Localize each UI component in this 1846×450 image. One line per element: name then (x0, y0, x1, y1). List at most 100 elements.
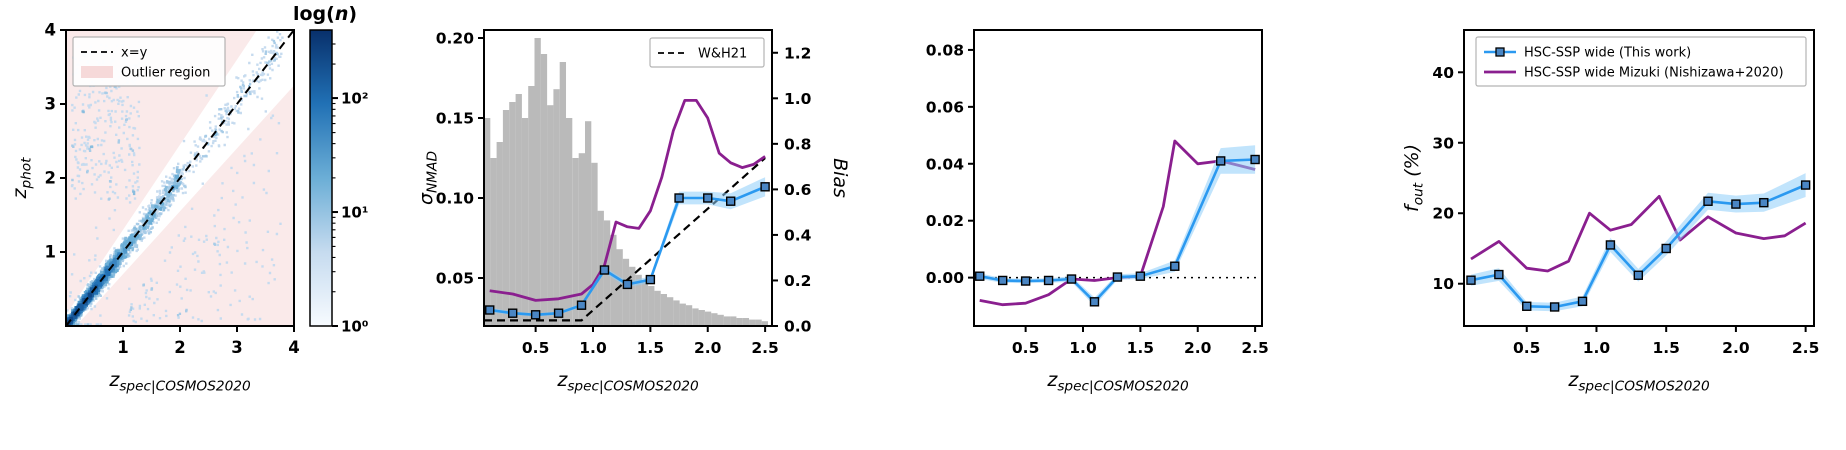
x-axis-label: zspec|COSMOS2020 (556, 369, 699, 395)
axes-frame (1463, 29, 1815, 327)
legend-pink-patch (81, 66, 113, 78)
y-axis-label: fout (%) (1401, 144, 1427, 212)
histogram-bar (572, 158, 579, 326)
histogram-bar (704, 311, 712, 326)
histogram-bar (673, 300, 680, 326)
histogram-bar (711, 313, 718, 326)
y-tick-label: 0.4 (784, 226, 812, 244)
x-tick-label: 0.5 (1513, 339, 1540, 357)
y-tick-label: 0.02 (926, 212, 964, 230)
data-marker (1020, 276, 1031, 286)
histogram-bar (534, 38, 541, 326)
histogram-bar (654, 290, 661, 326)
data-marker (622, 279, 633, 290)
axes-frame (483, 29, 773, 327)
axes-frame (973, 29, 1263, 327)
x-tick-label: 0.5 (522, 339, 549, 357)
data-marker (485, 305, 495, 315)
x-tick-label: 1.5 (1127, 339, 1154, 357)
x-tick-label: 1 (117, 338, 128, 357)
data-marker (645, 274, 656, 285)
x-axis-label: zspec|COSMOS2020 (1567, 369, 1710, 395)
x-tick-label: 1.0 (579, 339, 607, 357)
y-tick-label: 40 (1432, 64, 1454, 82)
x-tick-label: 3 (231, 338, 242, 357)
y-tick-label: 0.08 (926, 41, 964, 59)
histogram-bar (484, 118, 491, 326)
histogram-bar (566, 118, 573, 326)
colorbar-tick-label: 10¹ (341, 204, 368, 222)
data-marker (703, 193, 713, 203)
x-tick-label: 2 (174, 338, 185, 357)
x-tick-label: 2.0 (694, 339, 722, 357)
x-axis-label: zspec|COSMOS2020 (108, 369, 251, 395)
histogram-bar (547, 105, 554, 326)
y-tick-label: 10 (1432, 275, 1454, 293)
x-tick-label: 2.5 (1241, 339, 1268, 357)
histogram-bar (622, 258, 630, 326)
data-marker (1043, 275, 1054, 286)
legend-label: x=y (121, 46, 148, 61)
legend-box (1475, 36, 1807, 87)
data-marker (1731, 199, 1741, 209)
y-tick-label: 0.05 (436, 270, 474, 288)
data-marker (1800, 180, 1811, 190)
data-marker (599, 265, 610, 275)
legend-label: HSC-SSP wide Mizuki (Nishizawa+2020) (1524, 66, 1784, 81)
histogram-bar (749, 319, 756, 326)
histogram-bar (648, 286, 655, 326)
histogram-bar (635, 274, 642, 326)
y-tick-label: 0.8 (784, 135, 811, 153)
panel-bias: 0.5 1.0 1.5 2.0 2.5 0.00 0.02 0.04 0.06 0.08 zspec… (896, 4, 1272, 444)
data-marker (1066, 274, 1077, 284)
data-marker (997, 275, 1008, 286)
x-tick-label: 2.0 (1184, 339, 1212, 357)
data-marker (1577, 296, 1588, 307)
colorbar (309, 29, 333, 327)
histogram-bar (509, 102, 516, 326)
histogram-bar (761, 321, 769, 326)
histogram-bar (553, 89, 560, 326)
y-tick-label: 1 (45, 243, 56, 262)
x-tick-label: 1.0 (1583, 339, 1611, 357)
y-tick-label: 0.15 (436, 110, 474, 128)
data-marker (1135, 271, 1146, 281)
y-tick-label: 0.00 (926, 269, 964, 287)
histogram-bar (610, 234, 617, 326)
histogram-bar (717, 314, 724, 326)
legend-label: W&H21 (698, 47, 747, 62)
y-tick-label: 2 (45, 169, 56, 188)
data-marker (674, 193, 684, 203)
data-marker (1759, 197, 1769, 208)
data-marker (507, 308, 518, 318)
x-tick-label: 0.5 (1012, 339, 1039, 357)
y-tick-label: 0.10 (436, 190, 474, 208)
data-marker (975, 271, 985, 281)
histogram-bar (698, 310, 705, 326)
histogram-bar (723, 316, 731, 326)
x-tick-label: 1.5 (637, 339, 664, 357)
y-tick-label: 0.20 (436, 30, 474, 48)
histogram-bar (490, 158, 497, 326)
data-marker (1215, 156, 1226, 166)
data-marker (1466, 275, 1476, 285)
histogram-bar (667, 297, 674, 326)
legend-square-marker (1495, 47, 1505, 57)
histogram-bar (679, 303, 686, 326)
histogram-bar (496, 142, 503, 326)
data-marker (530, 310, 541, 320)
y-tick-label: 20 (1432, 205, 1454, 223)
panel-outlier-fraction: 0.5 1.0 1.5 2.0 2.5 10 20 30 40 HSC-SSP wide (Thi… (1400, 4, 1836, 444)
y-axis-label: σNMAD (415, 151, 441, 205)
histogram-bar (629, 266, 636, 326)
data-marker (1494, 269, 1504, 280)
histogram-bar (559, 62, 567, 326)
y-tick-label: 0.6 (784, 181, 811, 199)
data-marker (1089, 297, 1100, 307)
x-axis-label: zspec|COSMOS2020 (1046, 369, 1189, 395)
histogram-bar (742, 318, 750, 326)
data-marker (1170, 261, 1180, 271)
legend-label: HSC-SSP wide (This work) (1524, 46, 1691, 61)
histogram-bar (660, 294, 668, 326)
x-tick-label: 2.0 (1722, 339, 1750, 357)
